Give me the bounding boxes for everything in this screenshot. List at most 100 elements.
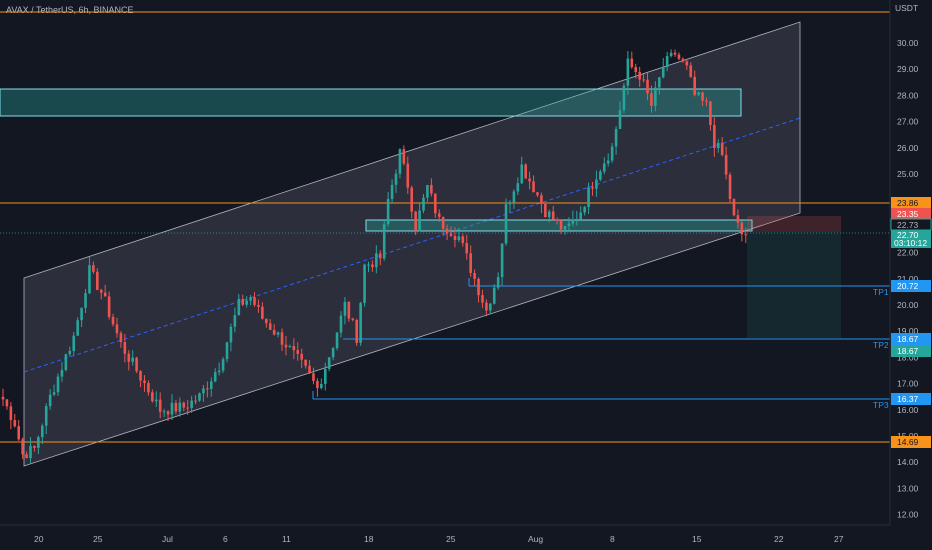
y-tick-label: 30.00 [897, 38, 919, 48]
candle-body [363, 264, 366, 303]
y-tick-label: 22.00 [897, 248, 919, 258]
candle-body [48, 394, 52, 407]
candle-body [434, 193, 437, 214]
x-tick-label: 6 [223, 534, 228, 544]
candle-body [147, 382, 150, 393]
candle-body [551, 211, 555, 220]
candle-body [496, 277, 500, 288]
candle-body [123, 342, 127, 354]
candle-body [320, 383, 323, 389]
candle-body [280, 332, 284, 345]
candle-body [249, 297, 252, 301]
candle-body [115, 324, 119, 334]
candle-body [386, 199, 390, 225]
candle-body [343, 301, 347, 316]
candle-body [158, 399, 162, 412]
candle-body [170, 402, 174, 415]
candle-body [198, 393, 201, 401]
candlestick-series [1, 49, 748, 463]
candle-body [394, 173, 398, 185]
candle-body [626, 58, 630, 86]
candle-body [618, 110, 622, 129]
candle-body [143, 380, 146, 383]
candle-body [335, 332, 339, 349]
target-box [747, 232, 841, 338]
candle-body [371, 264, 374, 268]
candle-body [375, 253, 378, 268]
candle-body [25, 454, 28, 459]
candle-body [709, 101, 712, 126]
candle-body [288, 346, 292, 348]
time-axis[interactable]: 20 25 Jul 6 11 18 25 Aug 8 15 22 27 [0, 524, 932, 550]
x-tick-label: 15 [692, 534, 702, 544]
tag-orange-top-bg [891, 197, 931, 208]
candle-body [473, 272, 476, 279]
candle-body [21, 439, 24, 455]
candle-body [422, 197, 425, 211]
candle-body [84, 293, 87, 308]
candle-body [292, 346, 296, 351]
candle-body [504, 204, 508, 244]
candle-body [658, 77, 661, 88]
candle-body [64, 354, 68, 371]
candle-body [29, 445, 32, 459]
candle-body [304, 359, 307, 366]
candle-body [327, 357, 331, 369]
candle-body [88, 265, 91, 294]
candle-body [139, 371, 142, 381]
candle-body [13, 420, 17, 427]
candle-body [642, 79, 645, 81]
candle-body [135, 357, 138, 372]
candle-body [229, 326, 233, 343]
chart-title: AVAX / TetherUS, 6h, BINANCE [6, 5, 134, 15]
candle-body [477, 278, 480, 296]
candle-body [367, 264, 370, 266]
tp1-label: TP1 [873, 287, 889, 297]
channel-midline [23, 117, 801, 373]
candle-body [544, 203, 547, 218]
candle-body [449, 233, 453, 237]
candle-body [465, 243, 469, 254]
candle-body [225, 342, 229, 360]
tag-tp2a-bg [891, 333, 931, 345]
candle-body [740, 222, 744, 235]
candle-body [323, 368, 327, 384]
candle-body [520, 164, 524, 184]
candle-body [56, 376, 60, 393]
y-tick-label: 21.00 [897, 274, 919, 284]
tag-orange-bottom-bg [891, 436, 931, 448]
tag-last: 22.70 [897, 230, 919, 240]
candle-body [410, 187, 414, 212]
tp3-label: TP3 [873, 400, 889, 410]
y-tick-label: 18.00 [897, 352, 919, 362]
y-tick-label: 14.00 [897, 457, 919, 467]
candle-body [359, 302, 362, 343]
candle-body [563, 226, 567, 230]
y-tick-label: 25.00 [897, 169, 919, 179]
candle-body [441, 216, 445, 229]
candle-body [492, 287, 496, 304]
candle-body [182, 402, 186, 408]
candle-body [37, 437, 40, 448]
candle-body [638, 71, 641, 80]
candle-body [284, 344, 288, 348]
candle-body [457, 236, 461, 241]
candle-body [685, 61, 689, 66]
x-tick-label: 11 [282, 534, 291, 544]
candle-body [96, 271, 99, 290]
price-axis[interactable]: USDT 30.0029.0028.0027.0026.0025.0024.00… [889, 0, 932, 550]
candle-body [402, 149, 406, 164]
candle-body [111, 316, 115, 325]
candle-body [347, 301, 351, 319]
candle-body [60, 370, 64, 377]
candle-body [233, 315, 237, 327]
candle-body [630, 58, 634, 68]
candle-body [677, 54, 681, 59]
candle-body [673, 52, 677, 55]
candle-body [724, 154, 728, 175]
candle-body [296, 350, 300, 354]
tag-tp3-bg [891, 393, 931, 405]
x-tick-label: 18 [364, 534, 374, 544]
